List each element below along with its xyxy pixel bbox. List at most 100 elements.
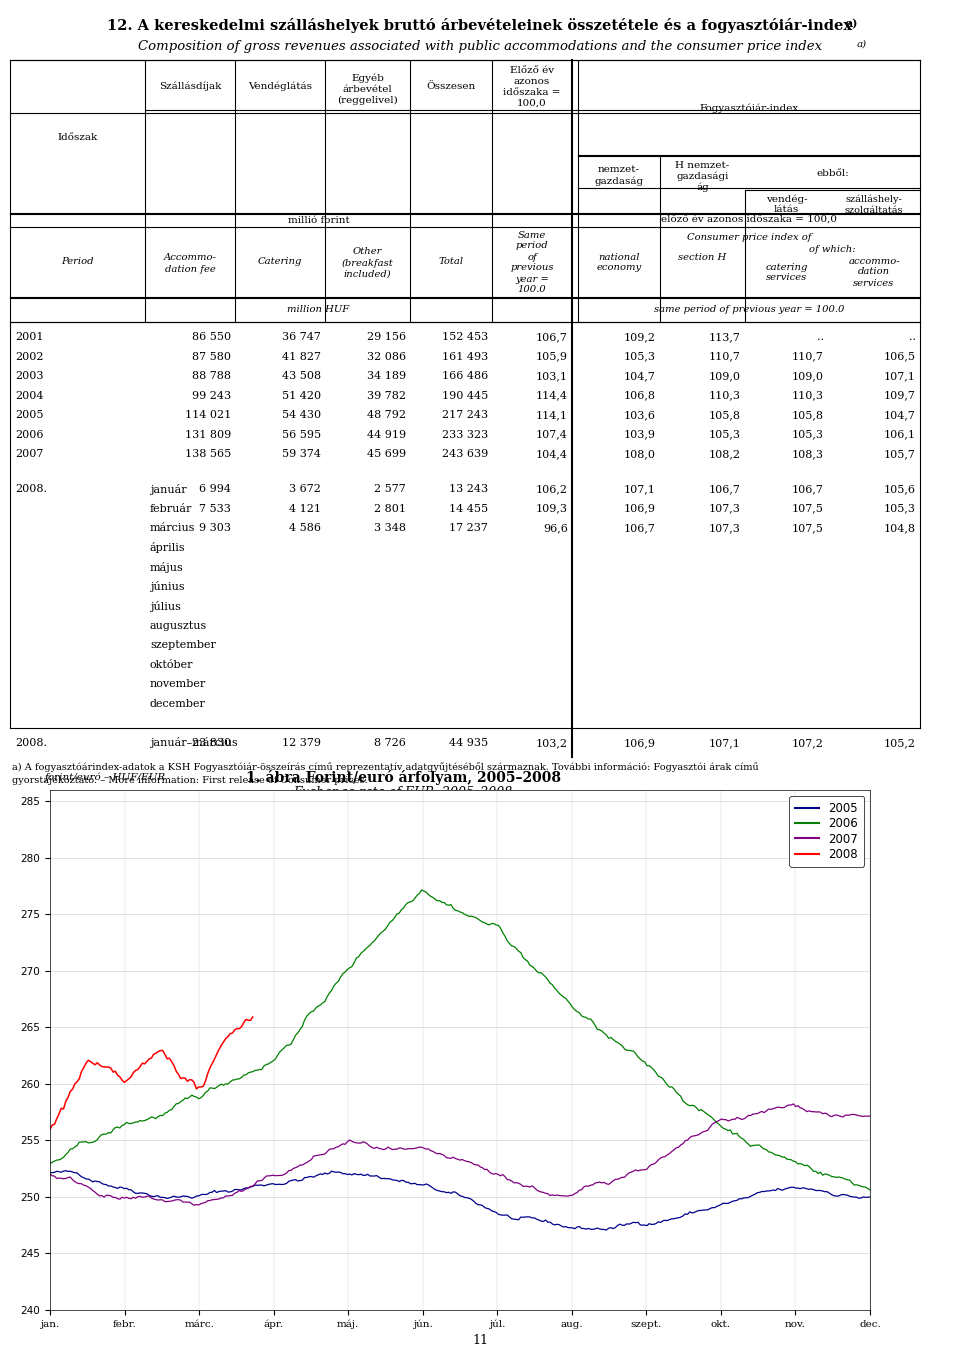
Text: 99 243: 99 243 <box>192 390 231 400</box>
Text: 105,2: 105,2 <box>884 737 916 748</box>
Text: 4 121: 4 121 <box>289 504 321 513</box>
Text: 103,1: 103,1 <box>536 371 568 381</box>
Text: 43 508: 43 508 <box>282 371 321 381</box>
Text: szálláshely-: szálláshely- <box>846 194 902 203</box>
Text: 100.0: 100.0 <box>517 285 546 295</box>
Text: 106,9: 106,9 <box>624 504 656 513</box>
Text: időszaka =: időszaka = <box>503 87 561 97</box>
Text: 17 237: 17 237 <box>449 523 488 534</box>
Text: 103,6: 103,6 <box>624 410 656 420</box>
Text: Előző év: Előző év <box>510 66 554 75</box>
Text: 105,7: 105,7 <box>884 449 916 459</box>
Text: 2007: 2007 <box>15 449 43 459</box>
Text: szeptember: szeptember <box>150 640 216 650</box>
Text: 41 827: 41 827 <box>282 352 321 362</box>
Text: 105,6: 105,6 <box>884 485 916 494</box>
Text: ..: .. <box>817 332 824 343</box>
Text: 12 379: 12 379 <box>282 737 321 748</box>
Text: október: október <box>150 659 194 670</box>
Text: section H: section H <box>679 253 727 262</box>
Text: included): included) <box>344 269 392 278</box>
Text: ág: ág <box>696 183 708 191</box>
Text: Egyéb: Egyéb <box>351 74 384 83</box>
Text: 106,7: 106,7 <box>624 523 656 534</box>
Text: 44 935: 44 935 <box>449 737 488 748</box>
Text: 106,9: 106,9 <box>624 737 656 748</box>
Text: 105,3: 105,3 <box>884 504 916 513</box>
Text: a): a) <box>845 18 857 29</box>
Text: 105,3: 105,3 <box>709 430 741 440</box>
Text: 217 243: 217 243 <box>442 410 488 420</box>
Text: 23 830: 23 830 <box>192 737 231 748</box>
Text: 106,7: 106,7 <box>709 485 741 494</box>
Text: nemzet-: nemzet- <box>598 165 640 175</box>
Text: catering: catering <box>765 262 807 272</box>
Text: Same: Same <box>517 231 546 239</box>
Text: forint/euró – HUF/EUR: forint/euró – HUF/EUR <box>45 773 166 782</box>
Text: 96,6: 96,6 <box>543 523 568 534</box>
Text: same period of previous year = 100.0: same period of previous year = 100.0 <box>654 304 844 314</box>
Text: 190 445: 190 445 <box>442 390 488 400</box>
Text: gyorstájékoztató. – More information: First release of Consumer prices.: gyorstájékoztató. – More information: Fi… <box>12 775 368 785</box>
Text: november: november <box>150 680 206 689</box>
Text: 32 086: 32 086 <box>367 352 406 362</box>
Text: 106,7: 106,7 <box>536 332 568 343</box>
Text: 108,2: 108,2 <box>709 449 741 459</box>
Text: 104,7: 104,7 <box>884 410 916 420</box>
Text: 107,1: 107,1 <box>624 485 656 494</box>
Text: year =: year = <box>516 274 549 284</box>
Text: 2002: 2002 <box>15 352 43 362</box>
Text: 110,7: 110,7 <box>792 352 824 362</box>
Text: 104,8: 104,8 <box>884 523 916 534</box>
Text: 107,5: 107,5 <box>792 523 824 534</box>
Text: 108,0: 108,0 <box>624 449 656 459</box>
Text: 107,5: 107,5 <box>792 504 824 513</box>
Text: 107,1: 107,1 <box>884 371 916 381</box>
Text: 107,1: 107,1 <box>709 737 741 748</box>
Text: 2 577: 2 577 <box>374 485 406 494</box>
Text: Szállásdíjak: Szállásdíjak <box>158 82 221 91</box>
Text: január–március: január–március <box>150 737 238 748</box>
Text: 88 788: 88 788 <box>192 371 231 381</box>
Text: 106,8: 106,8 <box>624 390 656 400</box>
Text: 13 243: 13 243 <box>449 485 488 494</box>
Text: 233 323: 233 323 <box>442 430 488 440</box>
Text: 54 430: 54 430 <box>282 410 321 420</box>
Text: 104,7: 104,7 <box>624 371 656 381</box>
Text: 100,0: 100,0 <box>517 100 547 108</box>
Text: 48 792: 48 792 <box>367 410 406 420</box>
Text: ..: .. <box>909 332 916 343</box>
Text: 110,7: 110,7 <box>709 352 741 362</box>
Text: Exchange rate of EUR, 2005–2008: Exchange rate of EUR, 2005–2008 <box>294 786 513 799</box>
Text: 2004: 2004 <box>15 390 43 400</box>
Text: 103,9: 103,9 <box>624 430 656 440</box>
Text: 2006: 2006 <box>15 430 43 440</box>
Text: services: services <box>766 273 807 283</box>
Text: 243 639: 243 639 <box>442 449 488 459</box>
Text: 11: 11 <box>472 1334 488 1346</box>
Text: 105,3: 105,3 <box>792 430 824 440</box>
Text: 14 455: 14 455 <box>449 504 488 513</box>
Text: 106,1: 106,1 <box>884 430 916 440</box>
Text: dation fee: dation fee <box>164 265 215 273</box>
Text: 4 586: 4 586 <box>289 523 321 534</box>
Text: 107,2: 107,2 <box>792 737 824 748</box>
Text: previous: previous <box>511 263 554 273</box>
Text: 6 994: 6 994 <box>199 485 231 494</box>
Text: a) A fogyasztóárindex-adatok a KSH Fogyasztóiár-összeírás című reprezentatív ada: a) A fogyasztóárindex-adatok a KSH Fogya… <box>12 762 758 773</box>
Text: accommo-: accommo- <box>849 257 900 266</box>
Text: (breakfast: (breakfast <box>342 258 394 268</box>
Text: of: of <box>527 253 537 262</box>
Text: 34 189: 34 189 <box>367 371 406 381</box>
Text: február: február <box>150 504 192 513</box>
Legend: 2005, 2006, 2007, 2008: 2005, 2006, 2007, 2008 <box>789 796 864 867</box>
Text: Catering: Catering <box>258 258 302 266</box>
Text: 103,2: 103,2 <box>536 737 568 748</box>
Text: 106,5: 106,5 <box>884 352 916 362</box>
Text: national: national <box>598 253 639 262</box>
Text: economy: economy <box>596 263 641 273</box>
Text: 114,1: 114,1 <box>536 410 568 420</box>
Text: Összesen: Összesen <box>426 82 475 91</box>
Text: 12. A kereskedelmi szálláshelyek bruttó árbevételeinek összetétele és a fogyaszt: 12. A kereskedelmi szálláshelyek bruttó … <box>108 18 852 33</box>
Text: 107,3: 107,3 <box>709 504 741 513</box>
